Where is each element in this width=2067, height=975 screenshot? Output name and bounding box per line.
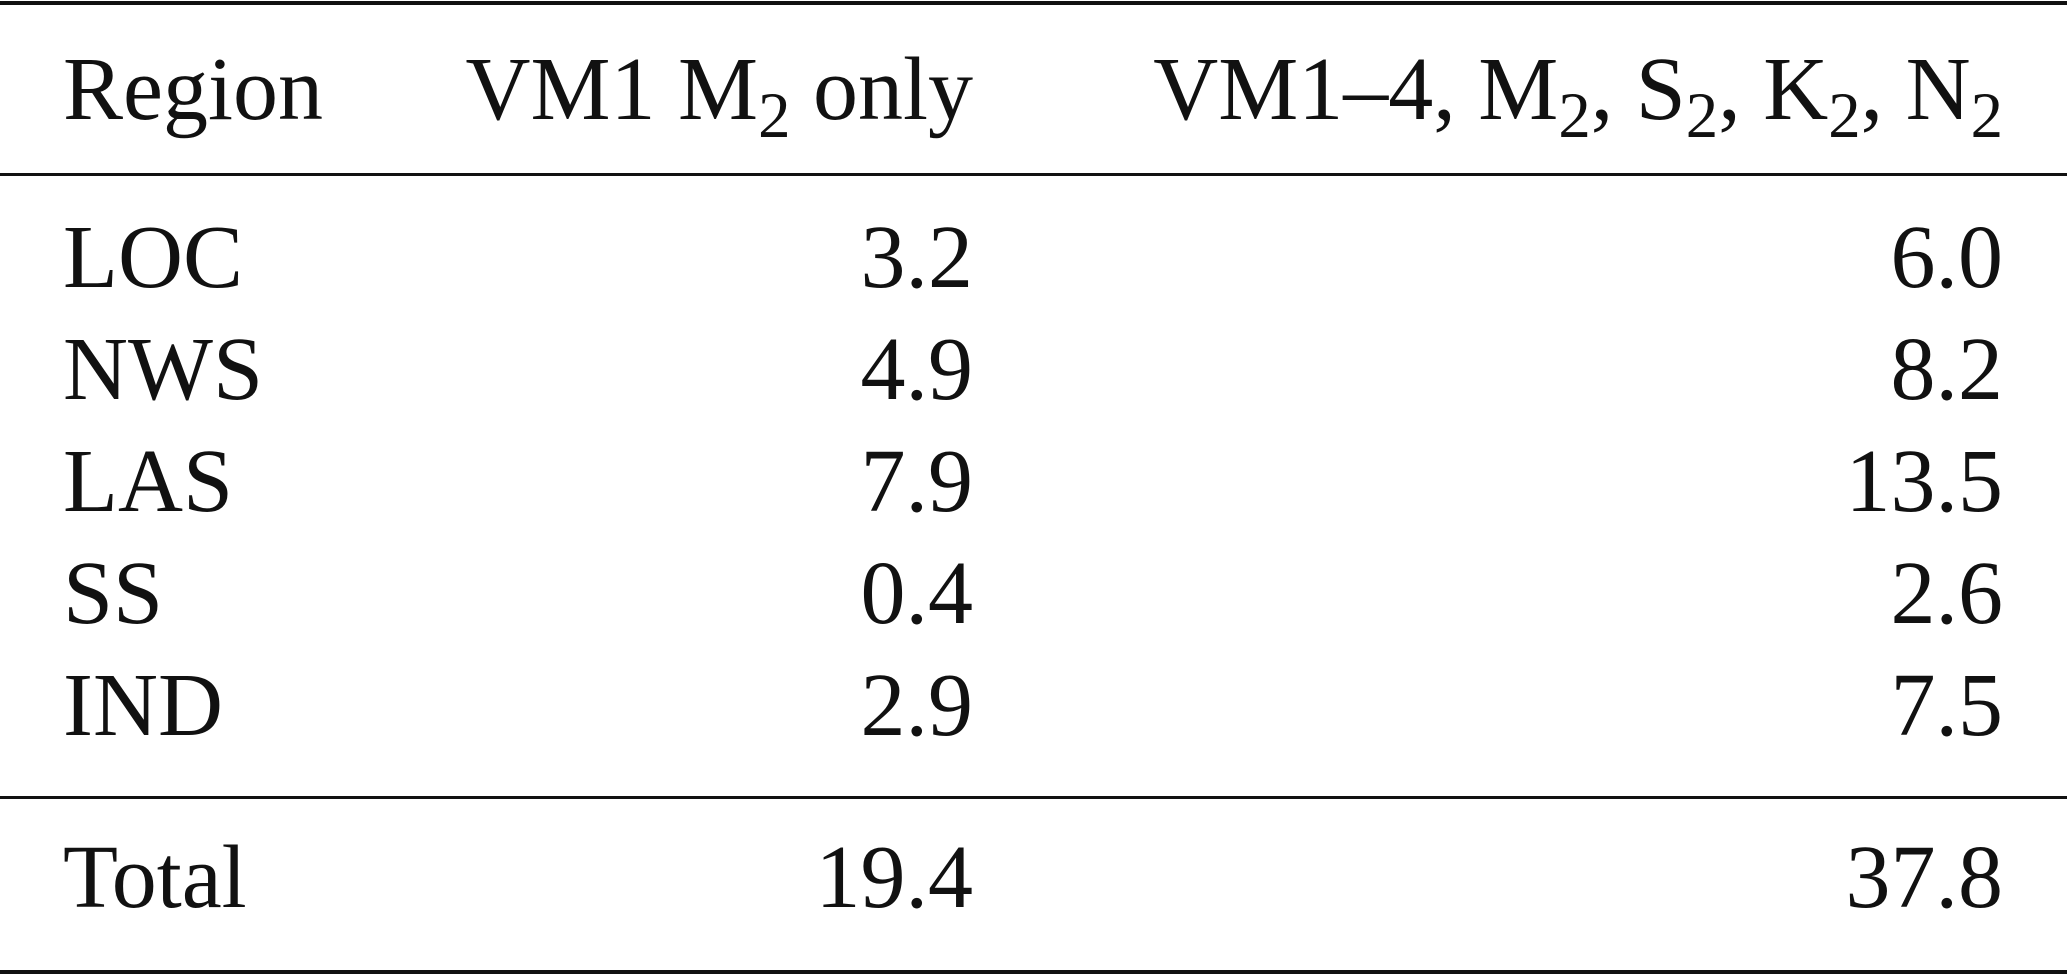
header-text: Region bbox=[63, 40, 323, 139]
header-text: , N bbox=[1860, 40, 1971, 139]
total-rule bbox=[0, 796, 2067, 799]
value-cell: 7.5 bbox=[1890, 656, 2004, 755]
value-cell: 2.9 bbox=[860, 656, 974, 755]
total-value: 37.8 bbox=[1845, 828, 2004, 927]
value-cell: 4.9 bbox=[860, 320, 974, 419]
subscript: 2 bbox=[1558, 80, 1591, 153]
value-cell: 6.0 bbox=[1890, 208, 2004, 307]
value-cell: 3.2 bbox=[860, 208, 974, 307]
value-cell: 8.2 bbox=[1890, 320, 2004, 419]
total-label: Total bbox=[63, 828, 247, 927]
header-rule bbox=[0, 173, 2067, 176]
total-value: 19.4 bbox=[815, 828, 974, 927]
value-cell: 7.9 bbox=[860, 432, 974, 531]
header-cell: VM1 M2 only bbox=[466, 45, 973, 149]
subscript: 2 bbox=[1828, 80, 1861, 153]
header-text: VM1 M bbox=[465, 40, 759, 139]
header-text: , S bbox=[1590, 40, 1686, 139]
header-cell: Region bbox=[63, 45, 323, 135]
region-cell: IND bbox=[63, 656, 223, 755]
header-text: only bbox=[790, 40, 973, 139]
header-text: , K bbox=[1718, 40, 1829, 139]
bottom-rule bbox=[0, 970, 2067, 974]
value-cell: 2.6 bbox=[1890, 544, 2004, 643]
subscript: 2 bbox=[758, 80, 791, 153]
subscript: 2 bbox=[1685, 80, 1719, 153]
top-rule bbox=[0, 1, 2067, 5]
region-cell: LAS bbox=[63, 432, 234, 531]
subscript: 2 bbox=[1970, 80, 2003, 153]
value-cell: 0.4 bbox=[860, 544, 974, 643]
region-cell: NWS bbox=[63, 320, 263, 419]
value-cell: 13.5 bbox=[1845, 432, 2004, 531]
region-cell: LOC bbox=[63, 208, 243, 307]
header-cell: VM1–4, M2, S2, K2, N2 bbox=[1153, 45, 2003, 149]
header-text: VM1–4, M bbox=[1153, 40, 1559, 139]
region-cell: SS bbox=[63, 544, 164, 643]
